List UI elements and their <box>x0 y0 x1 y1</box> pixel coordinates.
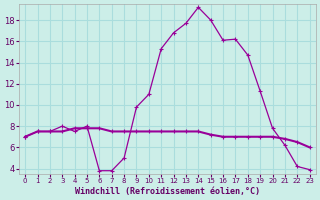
X-axis label: Windchill (Refroidissement éolien,°C): Windchill (Refroidissement éolien,°C) <box>75 187 260 196</box>
